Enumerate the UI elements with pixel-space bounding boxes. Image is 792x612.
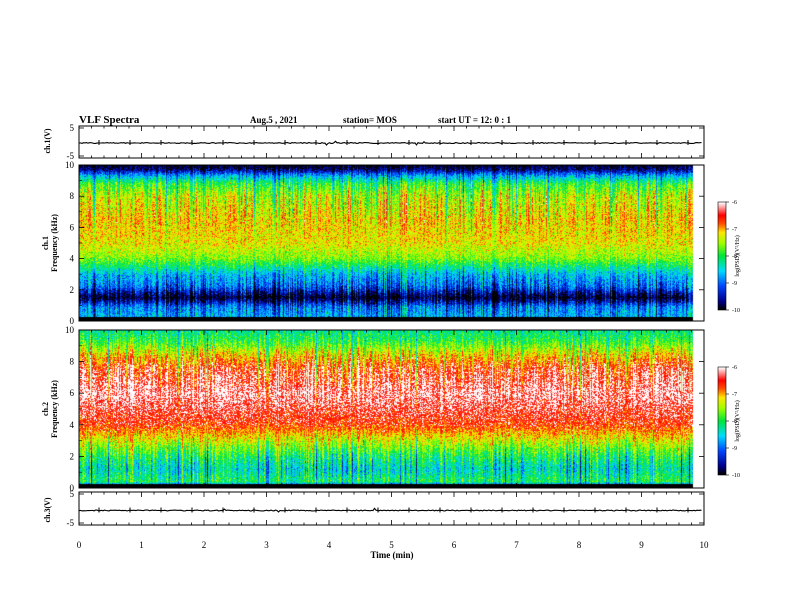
- ch1-spectrogram-ylabel-line1: ch.1: [41, 236, 50, 250]
- x-tick-label: 1: [139, 540, 144, 550]
- ch1-colorbar-tick-label: -6: [732, 200, 737, 206]
- x-tick-label: 8: [577, 540, 582, 550]
- ch1-spectrogram-ytick-label: 0: [70, 316, 75, 326]
- ch3-waveform-ytick-label: -5: [67, 518, 75, 528]
- ch2-colorbar: [718, 367, 726, 475]
- ch2-spectrogram-ytick-label: 8: [70, 357, 75, 367]
- ch1-spectrogram-ytick-label: 2: [70, 285, 75, 295]
- ch1-colorbar-label: log(PSD)(V²/Hz): [734, 235, 741, 276]
- x-tick-label: 5: [389, 540, 394, 550]
- ch2-spectrogram-ytick-label: 2: [70, 451, 75, 461]
- start-time-label: start UT = 12: 0 : 1: [438, 115, 511, 125]
- figure-title: VLF Spectra: [79, 114, 140, 126]
- ch1-spectrogram-ytick-label: 4: [70, 254, 75, 264]
- x-tick-label: 9: [639, 540, 644, 550]
- ch1-colorbar: [718, 202, 726, 310]
- ch1-spectrogram-ylabel-line2: Frequency (kHz): [50, 214, 59, 272]
- ch2-colorbar-tick-label: -6: [732, 365, 737, 371]
- ch3-waveform-trace: [78, 507, 702, 513]
- x-tick-label: 2: [202, 540, 207, 550]
- x-axis-label: Time (min): [370, 550, 413, 560]
- ch1-spectrogram-ytick-label: 6: [70, 222, 75, 232]
- x-tick-label: 3: [264, 540, 269, 550]
- x-tick-label: 6: [452, 540, 457, 550]
- ch1-colorbar-tick-label: -9: [732, 281, 737, 287]
- ch2-colorbar-tick-label: -10: [732, 473, 740, 479]
- ch1-waveform-trace: [78, 140, 702, 146]
- ch1-waveform-ylabel: ch.1(V): [43, 128, 52, 153]
- x-tick-label: 0: [77, 540, 82, 550]
- ch2-colorbar-tick-label: -7: [732, 392, 737, 398]
- ch1-spectrogram-image: [79, 165, 704, 321]
- ch1-colorbar-tick-label: -8: [732, 254, 737, 260]
- ch2-spectrogram-ylabel-line2: Frequency (kHz): [50, 380, 59, 438]
- x-tick-label: 4: [327, 540, 332, 550]
- date-label: Aug.5 , 2021: [250, 115, 298, 125]
- ch1-waveform-ytick-label: -5: [67, 151, 75, 161]
- ch1-spectrogram-ytick-label: 10: [65, 160, 75, 170]
- ch2-colorbar-label: log(PSD)(V²/Hz): [734, 400, 741, 441]
- station-label: station= MOS: [343, 115, 397, 125]
- ch1-colorbar-tick-label: -7: [732, 227, 737, 233]
- figure-header: VLF Spectra Aug.5 , 2021 station= MOS st…: [79, 114, 511, 126]
- x-tick-label: 7: [514, 540, 519, 550]
- ch1-spectrogram-ytick-label: 8: [70, 191, 75, 201]
- ch2-spectrogram-ytick-label: 0: [70, 483, 75, 493]
- ch2-spectrogram-ylabel-line1: ch.2: [41, 402, 50, 416]
- ch2-spectrogram-ytick-label: 10: [65, 325, 75, 335]
- labels-layer: Time (min) ch.1(V) ch.1 Frequency (kHz) …: [41, 123, 741, 560]
- ch1-colorbar-tick-label: -10: [732, 308, 740, 314]
- x-tick-label: 10: [700, 540, 710, 550]
- ch2-spectrogram-ytick-label: 4: [70, 420, 75, 430]
- ch2-spectrogram-ytick-label: 6: [70, 388, 75, 398]
- ch1-waveform-ytick-label: 5: [70, 123, 75, 133]
- ch3-waveform-ylabel: ch.3(V): [43, 497, 52, 522]
- ch2-colorbar-tick-label: -8: [732, 419, 737, 425]
- ch3-waveform-ytick-label: 5: [70, 489, 75, 499]
- axes-layer: [78, 125, 729, 526]
- ch2-spectrogram-image: [79, 330, 704, 488]
- ch2-colorbar-tick-label: -9: [732, 446, 737, 452]
